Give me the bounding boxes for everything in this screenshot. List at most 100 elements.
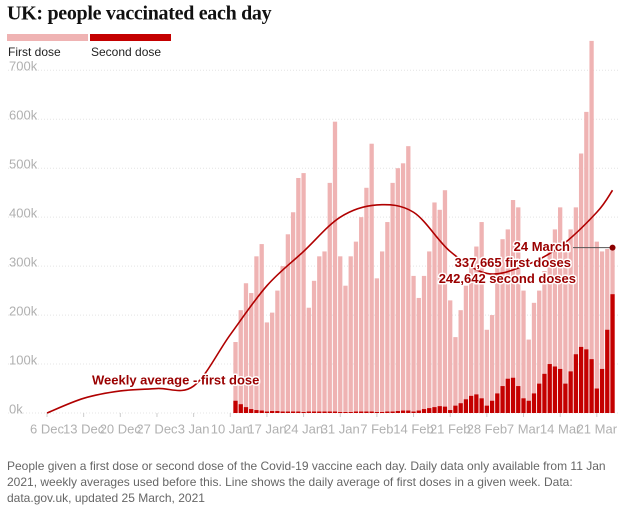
annotation: 24 March (514, 239, 570, 254)
bar (343, 412, 348, 413)
y-tick-label: 0k (9, 401, 23, 416)
bar (290, 212, 296, 413)
bar (448, 300, 453, 413)
annotation: 242,642 second doses (439, 271, 576, 286)
bar (489, 400, 495, 413)
bar (306, 307, 311, 413)
bar (364, 187, 369, 413)
bar (238, 404, 243, 413)
x-tick-label: 31 Jan (321, 421, 360, 436)
bar (563, 251, 568, 413)
bar (479, 222, 484, 413)
bar (573, 354, 579, 413)
bar (610, 294, 615, 413)
legend: First dose Second dose (7, 34, 171, 59)
bar (521, 398, 526, 413)
x-tick-label: 20 Dec (100, 421, 142, 436)
x-tick-label: 14 Feb (393, 421, 433, 436)
bar (448, 410, 453, 413)
bar (599, 251, 605, 413)
bar (578, 346, 584, 413)
bar (233, 342, 238, 413)
bar (270, 312, 275, 413)
bar (421, 275, 427, 413)
bar (526, 400, 531, 413)
bar (537, 290, 542, 413)
bar (568, 371, 573, 413)
bar (317, 256, 322, 413)
bar (400, 163, 406, 413)
bar (332, 121, 338, 413)
bar (568, 229, 573, 413)
bar (338, 256, 343, 413)
bar (359, 217, 364, 413)
bar (301, 412, 306, 413)
bar (453, 405, 458, 413)
bar (275, 290, 280, 413)
x-tick-label: 27 Dec (136, 421, 178, 436)
x-tick-label: 7 Feb (360, 421, 393, 436)
bar (558, 368, 563, 413)
bar (285, 234, 291, 413)
bar (296, 411, 301, 413)
bar (578, 153, 584, 413)
bar (516, 386, 521, 413)
bar (484, 329, 490, 413)
bar (589, 359, 594, 413)
y-tick-label: 100k (9, 352, 38, 367)
bar (468, 266, 474, 413)
bar (594, 388, 599, 413)
bar (348, 256, 353, 413)
y-tick-label: 300k (9, 255, 38, 270)
bar (474, 394, 479, 413)
bar (442, 190, 448, 413)
bar (364, 411, 369, 413)
bar (584, 349, 589, 413)
chart: UK: people vaccinated each day 0k 100k 200… (7, 3, 620, 436)
x-tick-label: 24 Jan (284, 421, 323, 436)
x-tick-label: 3 Jan (178, 421, 210, 436)
x-tick-label: 13 Dec (63, 421, 105, 436)
bar (369, 143, 374, 413)
bar (343, 285, 348, 413)
bar (563, 383, 568, 413)
x-tick-label: 6 Dec (30, 421, 64, 436)
bar (348, 412, 353, 413)
bar (552, 229, 558, 413)
bar (374, 412, 380, 413)
bar (270, 411, 275, 413)
bar (254, 256, 259, 413)
bar (510, 200, 516, 413)
bar (395, 411, 400, 413)
bar (463, 399, 469, 413)
bar (500, 386, 505, 413)
bar (243, 283, 249, 413)
bar (317, 411, 322, 413)
bar (254, 410, 259, 413)
bar (505, 378, 510, 413)
bar (537, 383, 542, 413)
bar (338, 412, 343, 413)
bar (306, 411, 311, 413)
bar (489, 315, 495, 413)
bar (353, 241, 359, 413)
bar (500, 239, 505, 413)
bar (432, 407, 437, 413)
bar (379, 251, 385, 413)
bar (264, 322, 270, 413)
bar (510, 377, 516, 413)
legend-label: First dose (8, 45, 61, 59)
bar (584, 111, 589, 413)
bar (322, 251, 327, 413)
bar (542, 373, 547, 413)
bar (280, 266, 285, 413)
bar (594, 241, 599, 413)
x-tick-label: 10 Jan (211, 421, 250, 436)
bar (416, 410, 421, 413)
bar (411, 275, 416, 413)
x-tick-label: 28 Feb (467, 421, 507, 436)
overlay: Weekly average - first dose 24 March337,6… (46, 189, 616, 414)
y-tick-label: 700k (9, 59, 38, 74)
bar (474, 246, 479, 413)
legend-swatch (7, 34, 88, 41)
